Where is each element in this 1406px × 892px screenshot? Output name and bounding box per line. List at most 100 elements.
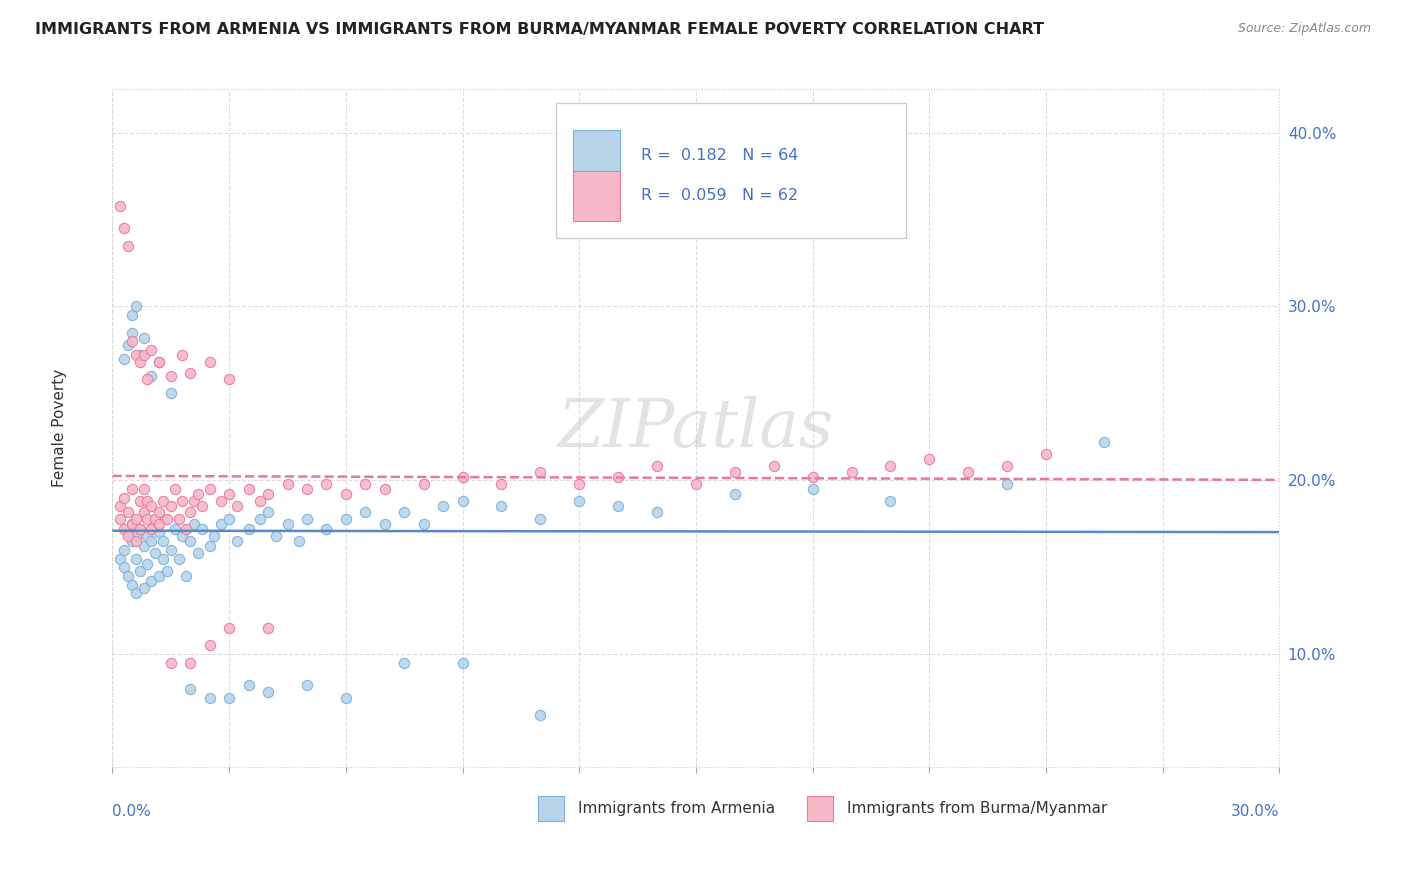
Point <box>110 500 132 514</box>
Point <box>257 505 280 519</box>
Point <box>645 459 668 474</box>
Point <box>110 551 132 566</box>
Point <box>879 494 901 508</box>
Point <box>160 369 183 384</box>
Point <box>141 500 163 514</box>
Point <box>607 470 630 484</box>
Text: 30.0%: 30.0% <box>1232 805 1279 820</box>
Point <box>335 487 357 501</box>
Point <box>112 542 135 557</box>
Point <box>841 465 863 479</box>
Text: ZIPatlas: ZIPatlas <box>558 395 834 461</box>
Point <box>125 300 148 314</box>
Text: Source: ZipAtlas.com: Source: ZipAtlas.com <box>1237 22 1371 36</box>
Point <box>198 540 221 554</box>
Point <box>121 534 143 549</box>
Point <box>117 525 139 540</box>
Point <box>218 487 240 501</box>
Point <box>179 656 201 670</box>
Point <box>801 470 824 484</box>
Point <box>121 516 143 531</box>
Point <box>179 534 201 549</box>
Point <box>218 690 240 705</box>
Point <box>249 494 271 508</box>
Point <box>117 238 139 252</box>
Point <box>141 343 163 357</box>
Point <box>198 482 221 496</box>
Point <box>136 529 159 543</box>
Point <box>112 522 135 536</box>
Point <box>136 557 159 571</box>
Point <box>724 465 747 479</box>
Point <box>141 369 163 384</box>
Point <box>374 516 396 531</box>
Point <box>315 522 337 536</box>
Point <box>148 525 170 540</box>
Point <box>112 491 135 505</box>
Point <box>187 546 209 560</box>
Point <box>156 511 179 525</box>
Point <box>148 569 170 583</box>
Point <box>762 459 785 474</box>
Point <box>121 577 143 591</box>
Point <box>685 476 707 491</box>
Point <box>412 476 434 491</box>
Point <box>209 516 232 531</box>
Bar <box>538 796 564 822</box>
Point <box>143 546 166 560</box>
Point <box>451 656 474 670</box>
Point <box>432 500 454 514</box>
Point <box>183 516 205 531</box>
Point <box>132 540 155 554</box>
Point <box>451 470 474 484</box>
Point <box>152 494 174 508</box>
Point <box>995 476 1018 491</box>
Point <box>374 482 396 496</box>
Point <box>209 494 232 508</box>
Point <box>179 505 201 519</box>
Point <box>125 534 148 549</box>
Point <box>1094 435 1116 450</box>
Point <box>226 534 249 549</box>
Point <box>257 685 280 699</box>
Point <box>121 326 143 340</box>
Point <box>121 308 143 322</box>
Point <box>295 511 318 525</box>
Text: Immigrants from Burma/Myanmar: Immigrants from Burma/Myanmar <box>846 801 1107 816</box>
Point <box>121 516 143 531</box>
Point <box>110 511 132 525</box>
Point <box>191 500 214 514</box>
Point <box>128 522 150 536</box>
Point <box>257 487 280 501</box>
Point <box>152 551 174 566</box>
Point <box>412 516 434 531</box>
Point <box>156 564 179 578</box>
Point <box>132 505 155 519</box>
Point <box>125 551 148 566</box>
Point <box>257 621 280 635</box>
Point <box>125 511 148 525</box>
Point <box>112 221 135 235</box>
FancyBboxPatch shape <box>555 103 905 238</box>
Bar <box>574 130 620 181</box>
Point <box>295 678 318 692</box>
Point <box>143 511 166 525</box>
Point <box>238 678 260 692</box>
Text: Female Poverty: Female Poverty <box>52 369 67 487</box>
Point <box>957 465 980 479</box>
Point <box>163 522 186 536</box>
Point <box>148 355 170 369</box>
Point <box>491 476 513 491</box>
Point <box>128 564 150 578</box>
Point <box>163 482 186 496</box>
Point <box>176 569 198 583</box>
Point <box>136 372 159 386</box>
Point <box>354 476 377 491</box>
Point <box>128 348 150 362</box>
Point <box>125 529 148 543</box>
Text: IMMIGRANTS FROM ARMENIA VS IMMIGRANTS FROM BURMA/MYANMAR FEMALE POVERTY CORRELAT: IMMIGRANTS FROM ARMENIA VS IMMIGRANTS FR… <box>35 22 1045 37</box>
Point <box>238 482 260 496</box>
Point <box>394 505 416 519</box>
Point <box>451 494 474 508</box>
Point <box>198 639 221 653</box>
